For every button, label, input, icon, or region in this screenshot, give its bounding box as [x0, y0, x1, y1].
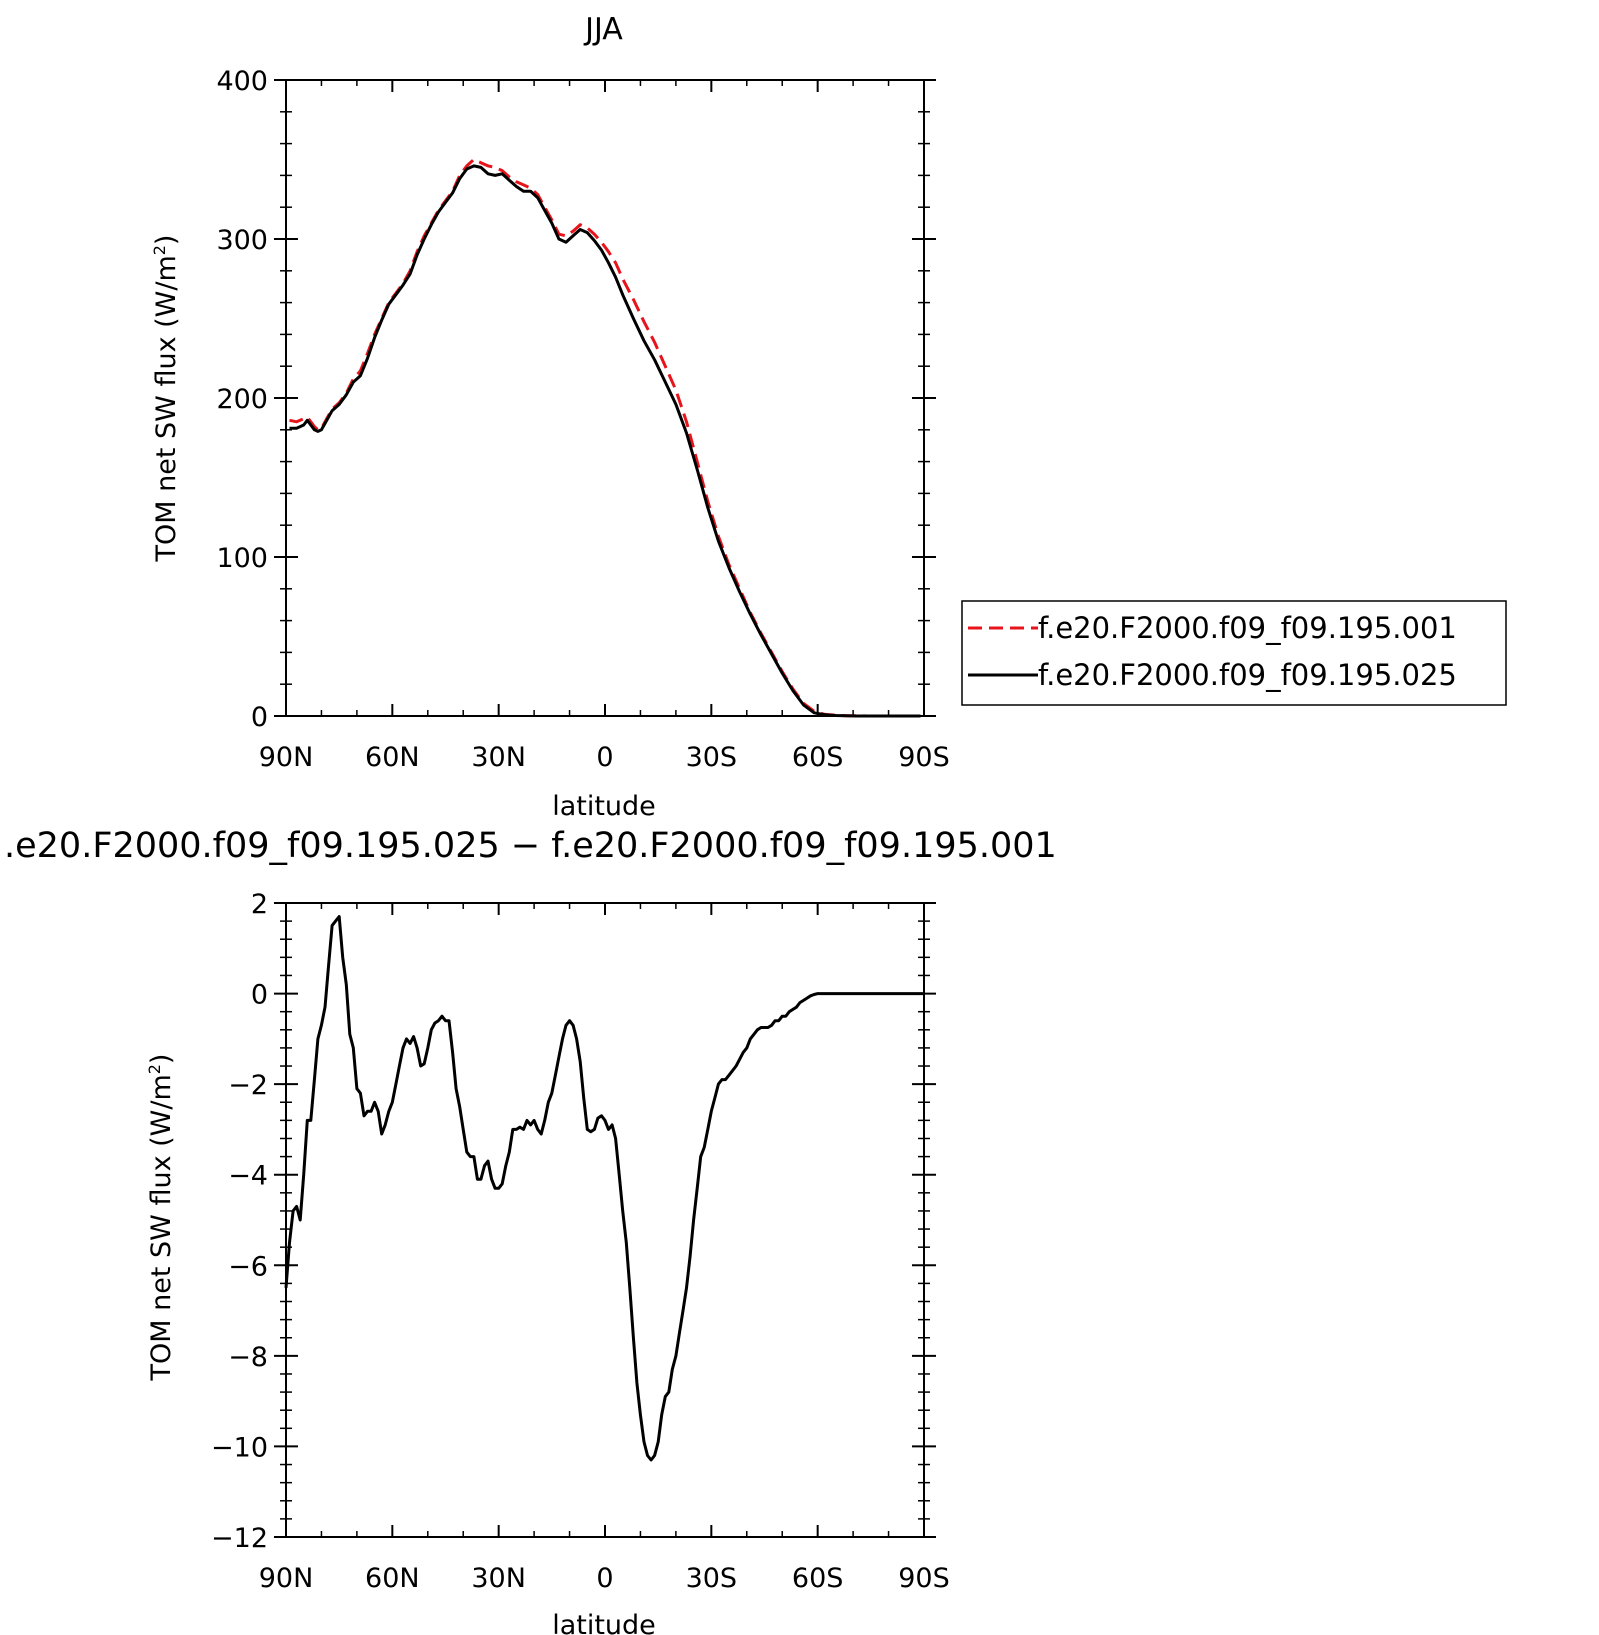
legend-label-series-2: f.e20.F2000.f09_f09.195.025 — [1038, 658, 1457, 692]
bottom-y-axis-label-superscript: 2 — [145, 1064, 164, 1074]
bottom-y-tick-label: −4 — [228, 1161, 268, 1192]
bottom-x-tick-label: 30N — [471, 1563, 526, 1594]
top-series-line-2 — [289, 164, 921, 718]
top-y-axis-label: TOM net SW flux (W/m2) — [150, 235, 182, 563]
top-y-tick-label: 400 — [216, 66, 268, 97]
top-panel: JJA 90N 60N 30N 0 30S 60S 90S 0 100 200 300 400 lat… — [150, 12, 1507, 822]
bottom-x-axis-label: latitude — [552, 1610, 656, 1635]
bottom-y-tick-label: 0 — [251, 980, 268, 1011]
bottom-plot-area: 90N 60N 30N 0 30S 60S 90S −12 −10 −8 −6 −4 −2 0 2 — [211, 889, 950, 1594]
top-y-tick-label: 300 — [216, 225, 268, 256]
bottom-y-tick-label: −6 — [228, 1251, 268, 1282]
top-y-axis-label-main: TOM net SW flux (W/m — [151, 255, 182, 562]
top-y-axis-label-superscript: 2 — [150, 245, 169, 255]
bottom-x-tick-label: 90S — [898, 1563, 950, 1594]
legend-box — [961, 600, 1507, 706]
bottom-y-tick-label: −10 — [211, 1432, 268, 1463]
bottom-chart-title: .e20.F2000.f09_f09.195.025 − f.e20.F2000… — [4, 826, 1057, 866]
top-x-tick-label: 60N — [365, 742, 420, 773]
bottom-y-axis-label: TOM net SW flux (W/m2) — [145, 1054, 177, 1382]
top-x-axis-label: latitude — [552, 791, 656, 822]
bottom-y-tick-label: −2 — [228, 1070, 268, 1101]
top-y-tick-label: 0 — [251, 702, 268, 733]
bottom-x-tick-label: 0 — [596, 1563, 613, 1594]
top-x-tick-label: 90N — [259, 742, 314, 773]
top-series-line-1 — [289, 158, 921, 718]
bottom-y-axis-label-main: TOM net SW flux (W/m — [146, 1074, 177, 1381]
bottom-series-line-1 — [284, 915, 924, 1462]
legend: f.e20.F2000.f09_f09.195.001 f.e20.F2000.… — [961, 600, 1507, 706]
bottom-panel: .e20.F2000.f09_f09.195.025 − f.e20.F2000… — [4, 826, 1057, 1635]
top-x-tick-label: 30S — [686, 742, 738, 773]
bottom-x-tick-label: 30S — [686, 1563, 738, 1594]
bottom-y-tick-label: −12 — [211, 1523, 268, 1554]
bottom-x-tick-label: 90N — [259, 1563, 314, 1594]
top-chart-title: JJA — [583, 12, 623, 47]
top-plot-frame — [285, 79, 925, 717]
top-y-axis-label-close: ) — [151, 235, 182, 246]
top-x-tick-label: 60S — [792, 742, 844, 773]
top-x-tick-label: 30N — [471, 742, 526, 773]
top-plot-area: 90N 60N 30N 0 30S 60S 90S 0 100 200 300 400 — [216, 66, 949, 773]
top-x-tick-label: 90S — [898, 742, 950, 773]
bottom-y-tick-label: −8 — [228, 1342, 268, 1373]
legend-label-series-1: f.e20.F2000.f09_f09.195.001 — [1038, 611, 1457, 645]
top-y-tick-label: 100 — [216, 543, 268, 574]
top-x-tick-label: 0 — [596, 742, 613, 773]
top-y-tick-label: 200 — [216, 384, 268, 415]
bottom-x-tick-label: 60N — [365, 1563, 420, 1594]
bottom-x-tick-label: 60S — [792, 1563, 844, 1594]
bottom-y-axis-label-close: ) — [146, 1054, 177, 1065]
bottom-plot-frame — [285, 902, 925, 1538]
bottom-y-tick-label: 2 — [251, 889, 268, 920]
